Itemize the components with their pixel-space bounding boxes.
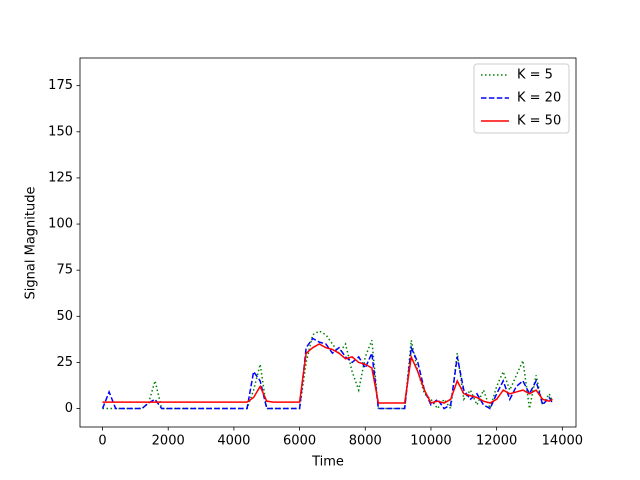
x-tick-label: 14000 bbox=[542, 434, 583, 449]
y-tick-label: 150 bbox=[48, 124, 73, 139]
y-tick-label: 0 bbox=[65, 401, 73, 416]
legend-label: K = 50 bbox=[517, 114, 561, 129]
x-tick-label: 10000 bbox=[410, 434, 451, 449]
y-tick-label: 100 bbox=[48, 217, 73, 232]
x-axis-label: Time bbox=[311, 455, 344, 470]
x-tick-label: 2000 bbox=[152, 434, 185, 449]
legend-label: K = 20 bbox=[517, 91, 561, 106]
y-axis-label: Signal Magnitude bbox=[24, 187, 39, 300]
y-tick-label: 50 bbox=[56, 309, 73, 324]
x-tick-label: 0 bbox=[98, 434, 106, 449]
x-tick-label: 6000 bbox=[283, 434, 316, 449]
plot-frame bbox=[79, 57, 577, 428]
x-tick-label: 8000 bbox=[349, 434, 382, 449]
legend-box bbox=[473, 63, 570, 134]
x-tick-label: 4000 bbox=[217, 434, 250, 449]
legend-label: K = 5 bbox=[517, 68, 553, 83]
data-line bbox=[102, 343, 553, 404]
data-line bbox=[101, 337, 554, 410]
y-tick-label: 125 bbox=[48, 170, 73, 185]
y-tick-label: 25 bbox=[56, 355, 73, 370]
data-line bbox=[102, 330, 554, 411]
y-tick-label: 75 bbox=[56, 263, 73, 278]
x-tick-label: 12000 bbox=[476, 434, 517, 449]
y-tick-label: 175 bbox=[48, 78, 73, 93]
